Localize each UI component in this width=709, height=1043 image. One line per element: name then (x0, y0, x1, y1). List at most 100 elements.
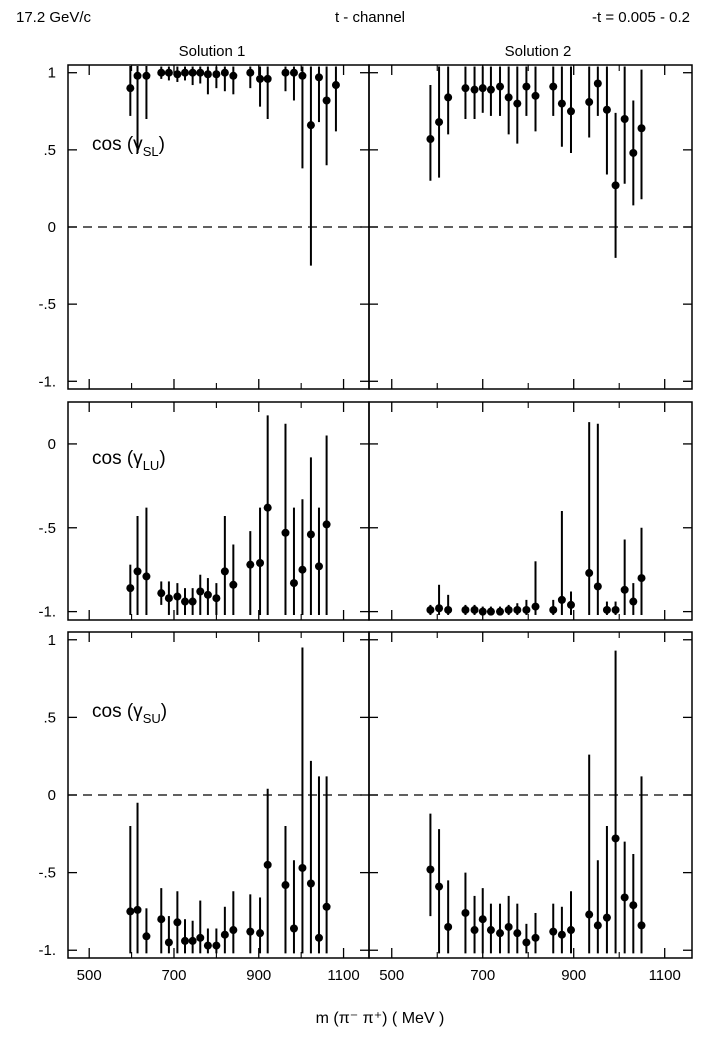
data-point (426, 865, 435, 874)
data-point (173, 592, 182, 601)
data-point (229, 71, 238, 80)
data-point (173, 918, 182, 927)
data-point (142, 572, 151, 581)
data-point (486, 607, 495, 616)
data-point (593, 582, 602, 591)
data-point (620, 893, 629, 902)
panel-label-close: ) (159, 448, 165, 469)
data-point (188, 936, 197, 945)
data-point (212, 594, 221, 603)
beam-momentum-label: 17.2 GeV/c (16, 9, 92, 26)
data-point (629, 148, 638, 157)
data-point (549, 605, 558, 614)
data-point (164, 938, 173, 947)
data-point (256, 929, 265, 938)
data-point (496, 607, 505, 616)
data-point (602, 913, 611, 922)
data-point (611, 181, 620, 190)
y-tick-label: 0 (48, 436, 56, 453)
data-point (203, 590, 212, 599)
y-tick-label: -1. (38, 942, 56, 959)
panel-2-2 (368, 401, 693, 621)
column-title-solution-2: Solution 2 (505, 43, 572, 60)
data-point (298, 565, 307, 574)
data-point (444, 605, 453, 614)
data-point (444, 93, 453, 102)
data-point (306, 121, 315, 130)
data-point (246, 560, 255, 569)
data-point (531, 91, 540, 100)
data-point (322, 96, 331, 105)
data-point (164, 594, 173, 603)
panel-frame (67, 401, 370, 621)
data-point (220, 68, 229, 77)
data-point (637, 921, 646, 930)
data-point (461, 908, 470, 917)
x-axis-label: m (π⁻ π⁺) ( MeV ) (316, 1010, 445, 1027)
data-point (281, 528, 290, 537)
data-point (566, 600, 575, 609)
data-point (478, 607, 487, 616)
data-point (263, 860, 272, 869)
data-point (203, 70, 212, 79)
x-tick-label: 900 (246, 967, 271, 984)
x-tick-label: 1100 (327, 967, 359, 984)
data-point (435, 882, 444, 891)
data-point (549, 927, 558, 936)
panel-label: cos (γLU) (92, 448, 166, 473)
data-point (142, 932, 151, 941)
panel-3-2: 500 700 900 1100 (368, 631, 693, 984)
panel-1-2 (368, 64, 693, 390)
data-point (256, 74, 265, 83)
data-point (181, 68, 190, 77)
data-point (557, 99, 566, 108)
data-point (585, 910, 594, 919)
x-tick-label: 700 (470, 967, 495, 984)
data-point (602, 105, 611, 114)
y-tick-label: 1 (48, 65, 56, 82)
panel-2-1: 0 -.5 -1. cos (γLU) (38, 401, 370, 621)
data-point (496, 929, 505, 938)
data-point (470, 926, 479, 935)
data-point (557, 595, 566, 604)
data-point (289, 68, 298, 77)
data-point (426, 135, 435, 144)
data-point (298, 863, 307, 872)
panels: 1.50-.5-1.cos (γSL)0-.5-1.cos (γLU)1.50-… (38, 64, 693, 984)
data-point (188, 68, 197, 77)
data-point (461, 84, 470, 93)
data-point (246, 68, 255, 77)
data-point (196, 587, 205, 596)
panel-label-subscript: SU (143, 711, 161, 726)
y-tick-label: 1 (48, 632, 56, 649)
data-point (322, 902, 331, 911)
data-point (306, 530, 315, 539)
data-point (522, 605, 531, 614)
x-tick-label: 500 (77, 967, 102, 984)
data-point (188, 597, 197, 606)
x-tick-label: 1100 (649, 967, 681, 984)
data-point (126, 84, 135, 93)
data-point (486, 926, 495, 935)
data-point (620, 585, 629, 594)
data-point (289, 579, 298, 588)
data-point (220, 930, 229, 939)
data-point (229, 926, 238, 935)
y-tick-label: .5 (43, 142, 56, 159)
data-point (522, 82, 531, 91)
data-point (549, 82, 558, 91)
data-point (157, 589, 166, 598)
data-point (181, 936, 190, 945)
data-point (585, 569, 594, 578)
y-tick-label: -1. (38, 604, 56, 621)
data-point (513, 929, 522, 938)
data-point (142, 71, 151, 80)
panel-3-1: 1 .5 0 -.5 -1. 500 700 900 1100 cos (γSU) (38, 631, 370, 984)
data-point (314, 73, 323, 82)
data-point (611, 834, 620, 843)
data-point (126, 907, 135, 916)
data-point (133, 71, 142, 80)
panel-label-main: cos (γ (92, 448, 143, 469)
panel-label-main: cos (γ (92, 701, 143, 722)
